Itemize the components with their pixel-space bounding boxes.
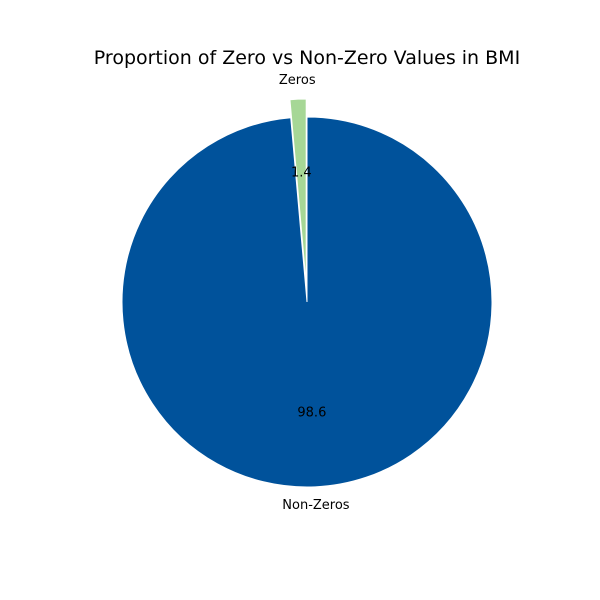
- slice-label-non-zeros: Non-Zeros: [282, 498, 350, 513]
- pie-slice-zeros: [289, 98, 307, 285]
- slice-value-zeros: 1.4: [291, 166, 312, 181]
- slice-label-zeros: Zeros: [279, 73, 316, 88]
- pie-slice-non-zeros: [121, 116, 493, 488]
- pie-slices: [121, 98, 493, 488]
- chart-title: Proportion of Zero vs Non-Zero Values in…: [94, 47, 520, 69]
- pie-labels: Zeros 1.4 Non-Zeros 98.6: [279, 73, 350, 513]
- slice-value-non-zeros: 98.6: [297, 405, 326, 420]
